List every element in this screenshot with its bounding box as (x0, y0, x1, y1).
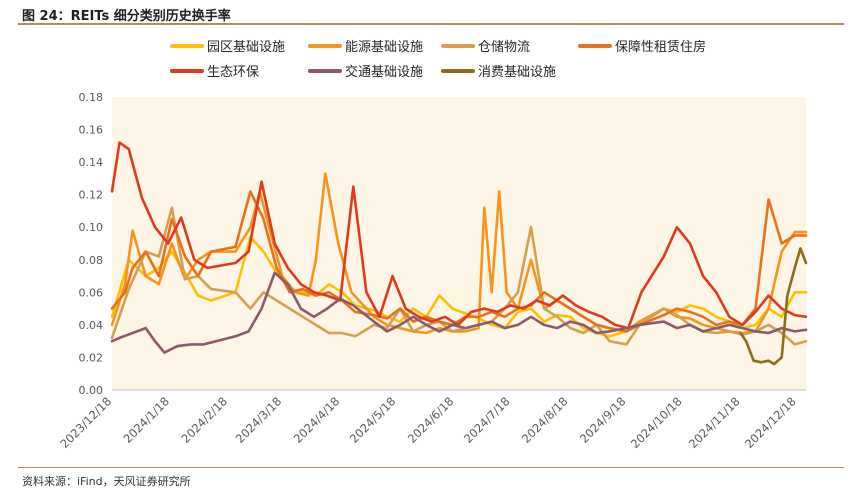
x-tick-label: 2024/12/18 (742, 394, 799, 451)
x-tick-label: 2024/6/18 (405, 394, 457, 446)
series-line (110, 141, 808, 330)
x-tick-label: 2024/4/18 (291, 394, 343, 446)
source-divider (18, 467, 844, 468)
x-tick-label: 2024/7/18 (461, 394, 513, 446)
y-tick-label: 0.00 (79, 384, 104, 397)
series-line (110, 172, 808, 335)
y-tick-label: 0.18 (79, 91, 104, 104)
legend-label: 消费基础设施 (478, 65, 556, 80)
plot-area (112, 97, 806, 390)
legend-label: 保障性租赁住房 (615, 39, 706, 55)
source-note: 资料来源：iFind，天风证券研究所 (22, 475, 191, 488)
y-tick-label: 0.12 (79, 189, 104, 202)
y-tick-label: 0.04 (79, 319, 104, 332)
title-divider (18, 23, 844, 25)
x-tick-label: 2024/2/18 (179, 394, 231, 446)
y-tick-label: 0.10 (79, 221, 104, 234)
series-line (110, 271, 808, 354)
y-tick-label: 0.02 (79, 351, 104, 364)
legend-label: 能源基础设施 (345, 40, 423, 55)
series-line (739, 247, 808, 366)
y-tick-label: 0.08 (79, 254, 104, 267)
x-tick-label: 2024/11/18 (686, 394, 743, 451)
x-tick-label: 2024/10/18 (628, 394, 685, 451)
legend-label: 园区基础设施 (207, 40, 285, 55)
x-tick-label: 2023/12/18 (57, 394, 114, 451)
series-line (110, 190, 808, 333)
legend-label: 仓储物流 (478, 40, 530, 55)
y-tick-label: 0.14 (79, 156, 104, 169)
x-tick-label: 2024/3/18 (233, 394, 285, 446)
figure-title: 图 24：REITs 细分类别历史换手率 (22, 9, 231, 24)
x-tick-label: 2024/9/18 (577, 394, 629, 446)
y-tick-label: 0.06 (79, 286, 104, 299)
series-line (110, 235, 808, 338)
x-tick-label: 2024/5/18 (347, 394, 399, 446)
legend-label: 交通基础设施 (345, 64, 423, 80)
x-tick-label: 2024/1/18 (121, 394, 173, 446)
legend-label: 生态环保 (207, 65, 259, 80)
x-tick-label: 2024/8/18 (519, 394, 571, 446)
y-tick-label: 0.16 (79, 124, 104, 137)
